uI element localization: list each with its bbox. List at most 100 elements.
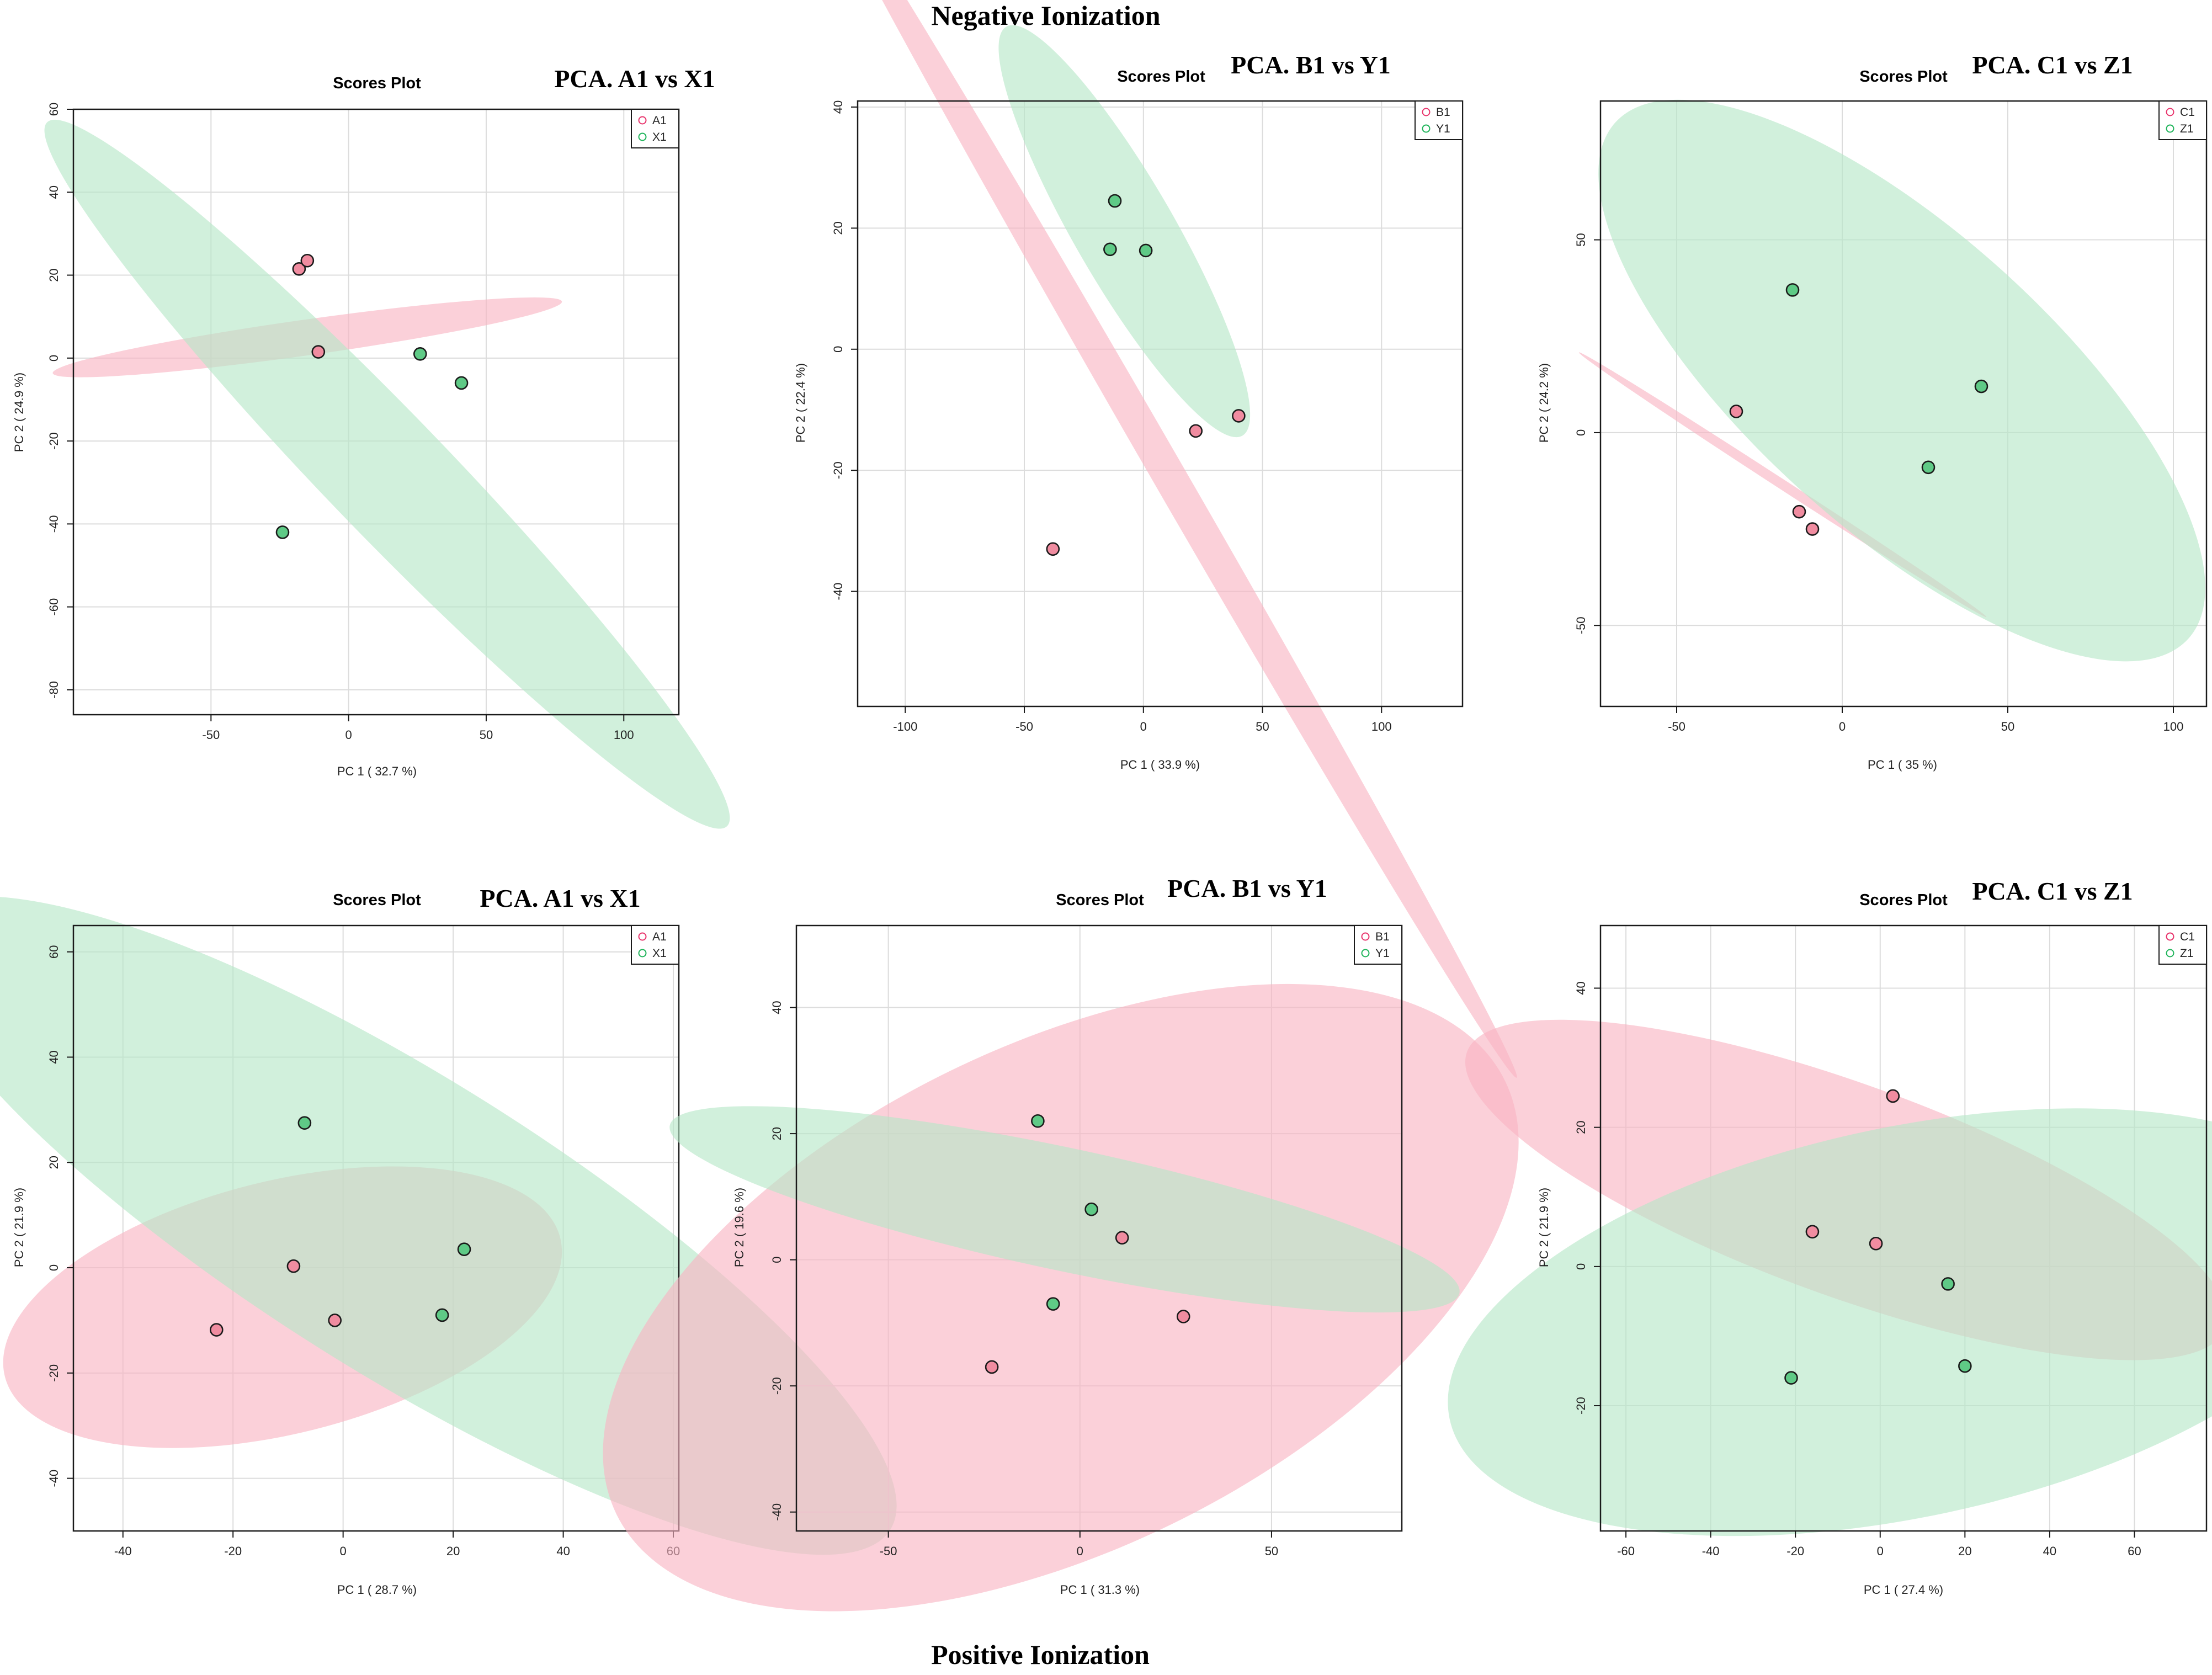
pca-panel-negative-1: -50 0 50 100 -80 -60 -40 -20 0 20 40 60 PC 1 ( 32.7 … — [12, 65, 730, 829]
negative-ionization-title: Negative Ionization — [931, 0, 1160, 31]
confidence-ellipse-y1 — [669, 1106, 1460, 1313]
data-point-b1 — [985, 1360, 999, 1374]
plot-frame — [1599, 924, 2208, 1532]
pca-title: PCA. A1 vs X1 — [554, 65, 715, 93]
y-tick-label: 0 — [1574, 429, 1588, 436]
x-tick-label: 0 — [1839, 720, 1846, 733]
pca-panel-positive-2: -50 0 50 -40 -20 0 20 40 PC 1 ( 31.3 %) PC 2 ( 19… — [603, 874, 1519, 1612]
x-tick-label: -40 — [114, 1544, 132, 1558]
y-tick-label: -20 — [770, 1377, 784, 1395]
y-tick-label: 20 — [47, 1156, 61, 1169]
x-tick-label: -20 — [1786, 1544, 1804, 1558]
x-axis-label: PC 1 ( 32.7 %) — [337, 764, 417, 778]
x-axis-label: PC 1 ( 28.7 %) — [337, 1583, 417, 1597]
x-tick-label: 100 — [1371, 720, 1392, 733]
legend-label-z1: Z1 — [2180, 947, 2194, 960]
pca-title: PCA. C1 vs Z1 — [1972, 51, 2133, 79]
y-tick-label: 40 — [770, 1001, 784, 1014]
legend-marker-b1 — [1422, 108, 1431, 116]
legend-marker-c1 — [2166, 932, 2174, 941]
y-axis-label: PC 2 ( 24.2 %) — [1537, 363, 1551, 443]
data-point-z1 — [1941, 1277, 1955, 1291]
confidence-ellipse-x1 — [44, 119, 730, 829]
y-tick-label: -40 — [47, 1470, 61, 1487]
confidence-ellipse-y1 — [998, 25, 1251, 438]
x-tick-label: 40 — [556, 1544, 570, 1558]
x-tick-label: 60 — [2128, 1544, 2141, 1558]
y-tick-label: 50 — [1574, 233, 1588, 246]
y-tick-label: 40 — [1574, 981, 1588, 995]
data-point-b1 — [1232, 409, 1246, 423]
x-tick-label: 40 — [2043, 1544, 2056, 1558]
legend-marker-z1 — [2166, 124, 2174, 133]
data-point-x1 — [454, 376, 469, 390]
data-point-z1 — [1974, 379, 1988, 394]
y-tick-label: 20 — [47, 268, 61, 281]
x-axis-label: PC 1 ( 35 %) — [1868, 758, 1937, 772]
plot-frame — [857, 100, 1464, 708]
data-point-y1 — [1139, 243, 1153, 258]
data-point-c1 — [1869, 1236, 1883, 1251]
legend-marker-y1 — [1422, 124, 1431, 133]
data-point-a1 — [328, 1314, 342, 1327]
pca-title: PCA. B1 vs Y1 — [1231, 51, 1391, 79]
y-tick-label: 40 — [47, 1050, 61, 1064]
legend-label-x1: X1 — [652, 947, 667, 960]
x-tick-label: 0 — [1077, 1544, 1083, 1558]
x-tick-label: -50 — [1015, 720, 1033, 733]
positive-ionization-title: Positive Ionization — [931, 1639, 1150, 1670]
legend-box — [2158, 925, 2207, 965]
pca-title: PCA. A1 vs X1 — [480, 884, 640, 912]
y-tick-label: 20 — [831, 221, 845, 235]
data-point-x1 — [297, 1116, 312, 1130]
data-point-b1 — [1176, 1310, 1190, 1323]
x-tick-label: 50 — [1265, 1544, 1278, 1558]
y-tick-label: -40 — [770, 1503, 784, 1521]
y-tick-label: 0 — [47, 1264, 61, 1271]
x-tick-label: 20 — [446, 1544, 460, 1558]
plot-frame — [1599, 100, 2208, 708]
legend-marker-x1 — [638, 949, 647, 958]
scores-plot-title: Scores Plot — [333, 75, 421, 92]
pca-title: PCA. B1 vs Y1 — [1167, 874, 1327, 902]
y-tick-label: -40 — [831, 583, 845, 600]
data-point-x1 — [457, 1242, 471, 1256]
legend-box — [631, 109, 679, 148]
x-tick-label: 100 — [2163, 720, 2184, 733]
legend-label-c1: C1 — [2180, 930, 2195, 943]
y-tick-label: 40 — [47, 185, 61, 199]
data-point-z1 — [1785, 283, 1800, 297]
data-point-y1 — [1108, 194, 1122, 208]
x-axis-label: PC 1 ( 31.3 %) — [1060, 1583, 1140, 1597]
data-point-x1 — [275, 525, 290, 539]
x-tick-label: 20 — [1958, 1544, 1971, 1558]
legend-label-x1: X1 — [652, 131, 667, 143]
data-point-x1 — [435, 1308, 449, 1322]
legend-box — [631, 925, 679, 965]
legend-marker-x1 — [638, 132, 647, 141]
scores-plot-title: Scores Plot — [1859, 68, 1948, 86]
pca-title: PCA. C1 vs Z1 — [1972, 877, 2133, 905]
x-tick-label: -100 — [893, 720, 917, 733]
x-tick-label: 50 — [2001, 720, 2014, 733]
data-point-y1 — [1084, 1202, 1098, 1216]
x-tick-label: 0 — [345, 728, 352, 742]
data-point-z1 — [1784, 1371, 1798, 1385]
y-tick-label: 20 — [770, 1127, 784, 1140]
data-point-b1 — [1046, 542, 1060, 556]
y-axis-label: PC 2 ( 21.9 %) — [12, 1188, 26, 1267]
data-point-a1 — [300, 253, 315, 268]
y-tick-label: -80 — [47, 681, 61, 699]
y-axis-label: PC 2 ( 19.6 %) — [732, 1188, 746, 1267]
data-point-c1 — [1805, 1225, 1820, 1239]
data-point-c1 — [1792, 504, 1806, 519]
x-tick-label: -50 — [1668, 720, 1685, 733]
y-tick-label: 0 — [47, 355, 61, 361]
legend-marker-b1 — [1361, 932, 1370, 941]
